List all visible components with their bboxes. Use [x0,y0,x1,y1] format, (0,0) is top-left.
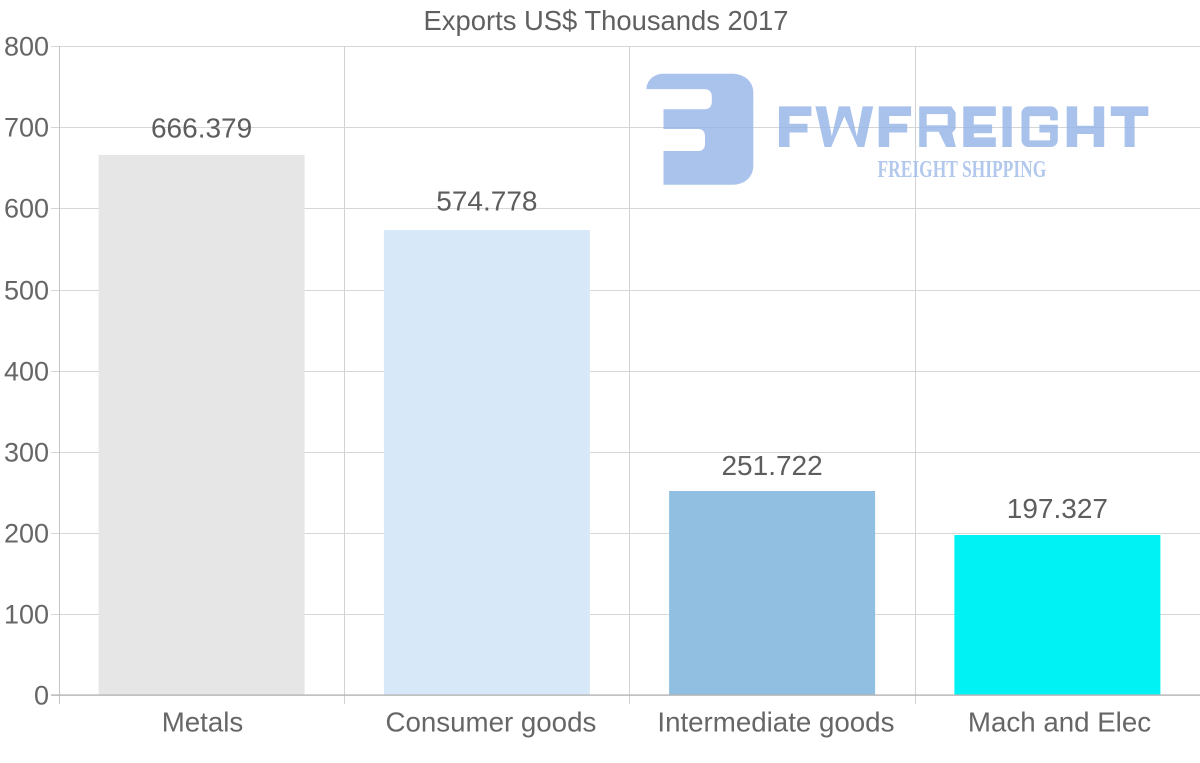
svg-text:700: 700 [4,113,49,143]
svg-text:Consumer goods: Consumer goods [385,706,596,737]
svg-text:0: 0 [34,681,49,711]
svg-text:400: 400 [4,357,49,387]
svg-text:666.379: 666.379 [151,113,252,144]
svg-text:Mach and Elec: Mach and Elec [968,706,1151,737]
svg-text:200: 200 [4,519,49,549]
svg-text:500: 500 [4,276,49,306]
svg-text:800: 800 [4,32,49,62]
svg-text:100: 100 [4,600,49,630]
svg-text:Metals: Metals [162,706,244,737]
svg-text:Intermediate goods: Intermediate goods [657,706,894,737]
svg-text:FREIGHT SHIPPING: FREIGHT SHIPPING [878,155,1047,182]
svg-text:574.778: 574.778 [436,186,537,217]
svg-text:251.722: 251.722 [721,450,822,481]
svg-text:Exports US$ Thousands 2017: Exports US$ Thousands 2017 [424,5,789,36]
svg-text:300: 300 [4,438,49,468]
svg-text:197.327: 197.327 [1007,493,1108,524]
svg-text:600: 600 [4,194,49,224]
